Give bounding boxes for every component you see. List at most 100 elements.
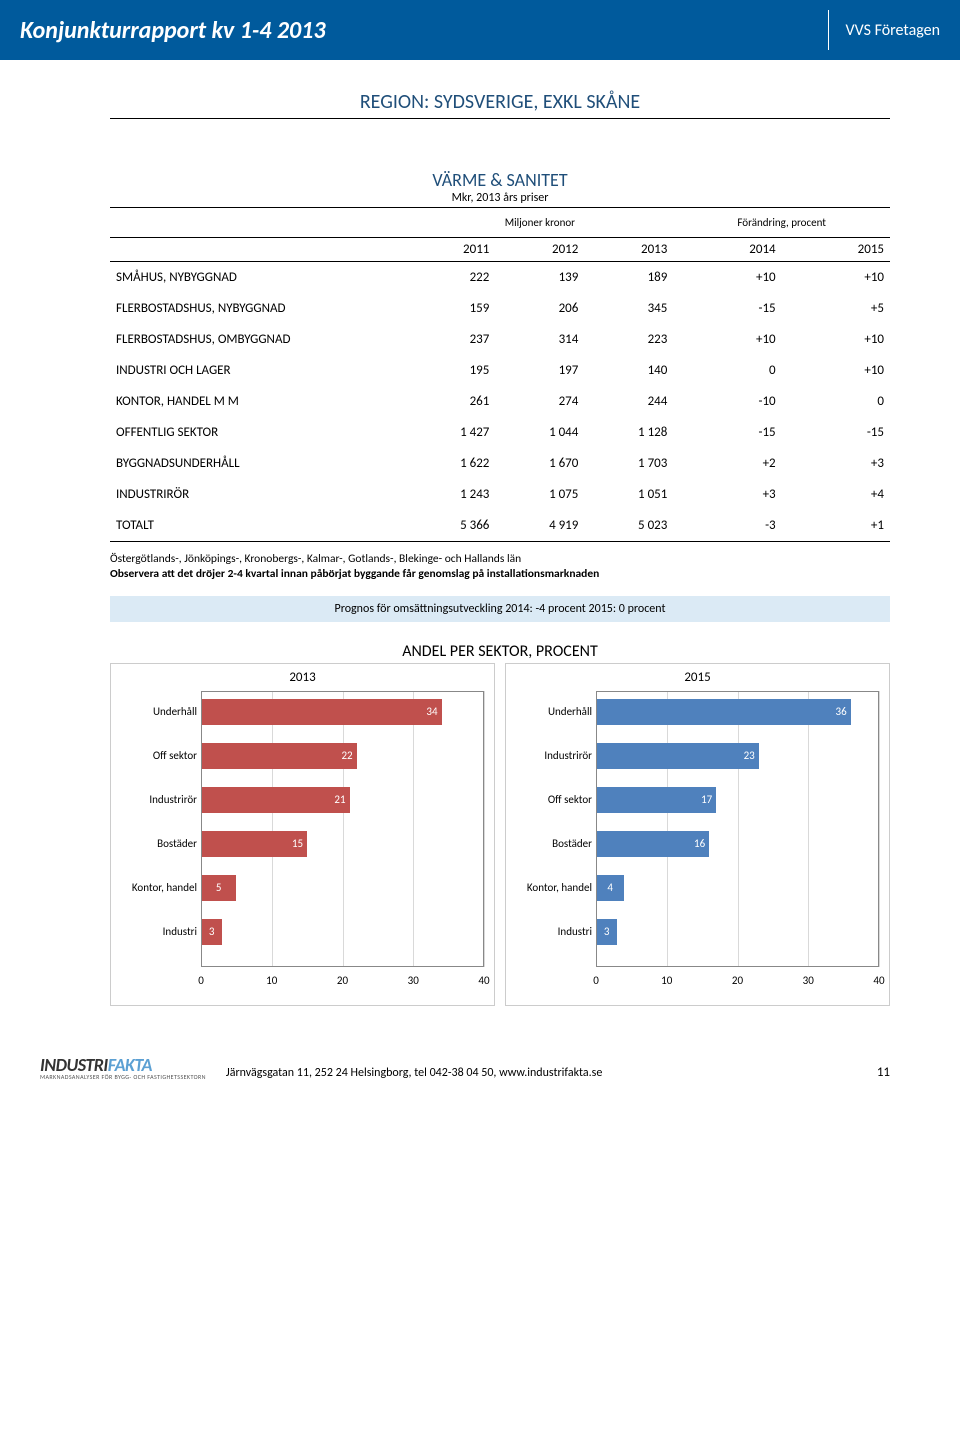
- table-row: OFFENTLIG SEKTOR1 4271 0441 128-15-15: [110, 417, 890, 448]
- row-label: INDUSTRIRÖR: [110, 479, 406, 510]
- chart-category-label: Underhåll: [121, 706, 197, 718]
- cell-value: +2: [673, 448, 781, 479]
- cell-value: +10: [673, 324, 781, 355]
- chart-plot-area: 010203040Underhåll36Industrirör23Off sek…: [516, 691, 879, 995]
- cell-value: 0: [782, 386, 890, 417]
- cell-value: 159: [406, 293, 495, 324]
- table-notes: Östergötlands-, Jönköpings-, Kronobergs-…: [110, 552, 890, 582]
- cell-value: 195: [406, 355, 495, 386]
- cell-value: 314: [495, 324, 584, 355]
- report-header: Konjunkturrapport kv 1-4 2013 VVS Företa…: [0, 0, 960, 60]
- chart-bar: 3: [201, 919, 222, 945]
- cell-value: 139: [495, 262, 584, 294]
- chart-x-tick: 20: [337, 974, 348, 987]
- table-row: SMÅHUS, NYBYGGNAD222139189+10+10: [110, 262, 890, 294]
- cell-value: 206: [495, 293, 584, 324]
- chart-gridline: [484, 691, 485, 967]
- row-label: OFFENTLIG SEKTOR: [110, 417, 406, 448]
- footer-address: Järnvägsgatan 11, 252 24 Helsingborg, te…: [226, 1066, 857, 1080]
- table-row: FLERBOSTADSHUS, OMBYGGNAD237314223+10+10: [110, 324, 890, 355]
- chart-year-label: 2015: [516, 670, 879, 685]
- charts-heading: ANDEL PER SEKTOR, PROCENT: [110, 642, 890, 661]
- chart-x-tick: 30: [803, 974, 814, 987]
- header-divider: [828, 10, 829, 50]
- cell-value: 1 075: [495, 479, 584, 510]
- page-number: 11: [877, 1065, 890, 1080]
- chart-bar: 36: [596, 699, 851, 725]
- cell-value: +4: [782, 479, 890, 510]
- cell-value: -15: [673, 293, 781, 324]
- row-label: FLERBOSTADSHUS, NYBYGGNAD: [110, 293, 406, 324]
- cell-value: 1 051: [584, 479, 673, 510]
- row-label: TOTALT: [110, 510, 406, 542]
- chart-x-tick: 40: [873, 974, 884, 987]
- cell-value: 1 044: [495, 417, 584, 448]
- chart-x-tick: 30: [408, 974, 419, 987]
- cell-value: -3: [673, 510, 781, 542]
- chart-bar-row: Off sektor22: [201, 743, 484, 769]
- cell-value: -15: [782, 417, 890, 448]
- chart-bar-row: Underhåll34: [201, 699, 484, 725]
- cell-value: 189: [584, 262, 673, 294]
- chart-bar-row: Bostäder16: [596, 831, 879, 857]
- cell-value: 1 243: [406, 479, 495, 510]
- chart-bar-row: Bostäder15: [201, 831, 484, 857]
- cell-value: 1 703: [584, 448, 673, 479]
- table-row: INDUSTRI OCH LAGER1951971400+10: [110, 355, 890, 386]
- table-row: INDUSTRIRÖR1 2431 0751 051+3+4: [110, 479, 890, 510]
- chart-bar: 22: [201, 743, 357, 769]
- chart-x-tick: 10: [661, 974, 672, 987]
- chart-category-label: Industri: [121, 926, 197, 938]
- chart-bar: 4: [596, 875, 624, 901]
- chart-category-label: Off sektor: [516, 794, 592, 806]
- page-footer: INDUSTRIFAKTA MARKNADSANALYSER FÖR BYGG-…: [0, 1026, 960, 1090]
- chart-gridline: [879, 691, 880, 967]
- note-line: Observera att det dröjer 2-4 kvartal inn…: [110, 567, 890, 582]
- cell-value: 5 366: [406, 510, 495, 542]
- note-line: Östergötlands-, Jönköpings-, Kronobergs-…: [110, 552, 890, 567]
- chart-bar: 34: [201, 699, 442, 725]
- chart-bar: 23: [596, 743, 759, 769]
- cell-value: -10: [673, 386, 781, 417]
- cell-value: 1 427: [406, 417, 495, 448]
- chart-category-label: Kontor, handel: [121, 882, 197, 894]
- chart-x-tick: 20: [732, 974, 743, 987]
- region-heading: REGION: SYDSVERIGE, EXKL SKÅNE: [110, 90, 890, 119]
- chart-x-tick: 0: [198, 974, 204, 987]
- cell-value: +5: [782, 293, 890, 324]
- cell-value: 1 128: [584, 417, 673, 448]
- cell-value: +10: [782, 355, 890, 386]
- year-header-row: 2011 2012 2013 2014 2015: [110, 238, 890, 262]
- cell-value: 345: [584, 293, 673, 324]
- chart-bar-row: Industrirör23: [596, 743, 879, 769]
- chart-bar-row: Kontor, handel5: [201, 875, 484, 901]
- cell-value: +10: [673, 262, 781, 294]
- col-year: 2011: [406, 238, 495, 262]
- cell-value: 140: [584, 355, 673, 386]
- chart-category-label: Industri: [516, 926, 592, 938]
- charts-container: 2013010203040Underhåll34Off sektor22Indu…: [110, 663, 890, 1006]
- cell-value: 197: [495, 355, 584, 386]
- cell-value: 223: [584, 324, 673, 355]
- units-row: Miljoner kronor Förändring, procent: [110, 208, 890, 238]
- table-row: KONTOR, HANDEL M M261274244-100: [110, 386, 890, 417]
- col-year: 2015: [782, 238, 890, 262]
- chart-bar-row: Underhåll36: [596, 699, 879, 725]
- chart-bar-row: Industrirör21: [201, 787, 484, 813]
- chart-category-label: Bostäder: [121, 838, 197, 850]
- row-label: FLERBOSTADSHUS, OMBYGGNAD: [110, 324, 406, 355]
- chart-plot-area: 010203040Underhåll34Off sektor22Industri…: [121, 691, 484, 995]
- table-title: VÄRME & SANITET: [110, 169, 890, 191]
- cell-value: +1: [782, 510, 890, 542]
- row-label: INDUSTRI OCH LAGER: [110, 355, 406, 386]
- cell-value: 244: [584, 386, 673, 417]
- chart-category-label: Industrirör: [121, 794, 197, 806]
- logo-tagline: MARKNADSANALYSER FÖR BYGG- OCH FASTIGHET…: [40, 1074, 206, 1080]
- row-label: KONTOR, HANDEL M M: [110, 386, 406, 417]
- data-table: Miljoner kronor Förändring, procent 2011…: [110, 207, 890, 542]
- cell-value: +3: [782, 448, 890, 479]
- chart-bar: 3: [596, 919, 617, 945]
- chart-category-label: Industrirör: [516, 750, 592, 762]
- chart-category-label: Underhåll: [516, 706, 592, 718]
- chart-bar: 21: [201, 787, 350, 813]
